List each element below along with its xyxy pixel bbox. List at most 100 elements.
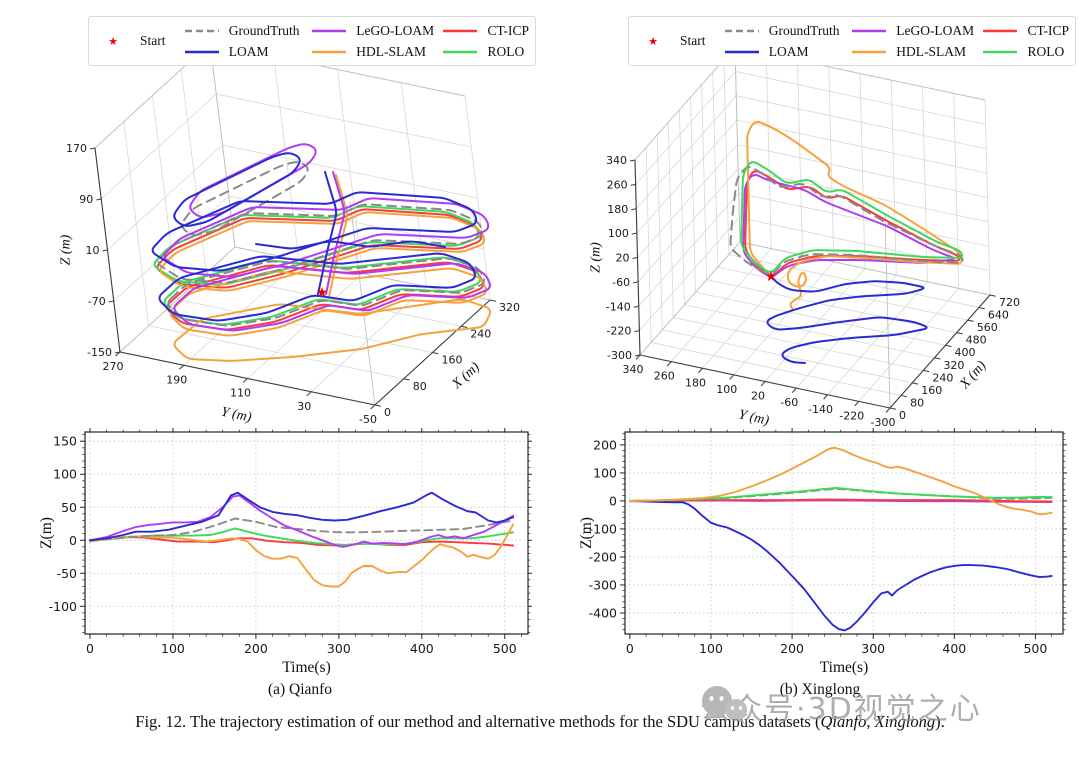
legend-item-ct-icp: CT-ICP (442, 20, 529, 41)
trajectory-hdl-slam (169, 267, 487, 337)
svg-text:-100: -100 (589, 521, 617, 536)
legend-item-start: ★ Start (95, 31, 184, 52)
legend-line-swatch (851, 49, 887, 55)
trajectory-loam (151, 191, 478, 272)
legend-item-loam: LOAM (184, 41, 311, 62)
svg-text:30: 30 (297, 400, 311, 413)
trajectory-loam (317, 171, 338, 295)
caption-prefix: Fig. 12. The trajectory estimation of ou… (135, 712, 821, 731)
svg-text:400: 400 (942, 641, 966, 656)
figure-caption: Fig. 12. The trajectory estimation of ou… (0, 712, 1080, 732)
svg-text:Z (m): Z (m) (589, 242, 604, 273)
svg-text:0: 0 (899, 409, 906, 422)
svg-text:80: 80 (413, 380, 427, 393)
start-star-icon: ★ (648, 35, 658, 48)
svg-text:270: 270 (103, 360, 124, 373)
legend-col-start: ★ Start (635, 31, 724, 52)
svg-text:110: 110 (230, 387, 251, 400)
svg-text:100: 100 (53, 467, 77, 482)
svg-text:400: 400 (410, 641, 434, 656)
svg-text:-150: -150 (87, 346, 112, 359)
svg-text:-70: -70 (88, 295, 106, 308)
svg-text:-300: -300 (589, 577, 617, 592)
legend-label-groundtruth: GroundTruth (768, 22, 840, 38)
svg-text:560: 560 (977, 321, 998, 334)
trajectory-loam (158, 252, 476, 322)
svg-text:0: 0 (384, 406, 391, 419)
legend-item-rolo: ROLO (982, 41, 1069, 62)
trajectory-lego-loam (163, 197, 490, 278)
svg-text:160: 160 (442, 354, 463, 367)
series-hdl-slam (89, 523, 515, 588)
svg-text:100: 100 (699, 641, 723, 656)
svg-text:200: 200 (244, 641, 268, 656)
legend-label-start: Start (680, 33, 706, 48)
legend-col-start: ★ Start (95, 31, 184, 52)
svg-text:240: 240 (470, 327, 491, 340)
svg-text:20: 20 (616, 252, 630, 265)
svg-text:50: 50 (61, 500, 77, 515)
series-ct-icp (628, 498, 1053, 503)
svg-text:500: 500 (493, 641, 517, 656)
legend-col-2: CT-ICP ROLO (982, 20, 1069, 62)
svg-text:0: 0 (626, 641, 634, 656)
svg-text:180: 180 (685, 376, 706, 389)
legend-label-start: Start (140, 33, 166, 48)
svg-text:0: 0 (609, 493, 617, 508)
caption-dataset-xinglong: Xinglong (874, 712, 936, 731)
legend-line-swatch (311, 28, 347, 34)
legend-label-rolo: ROLO (1027, 43, 1065, 59)
svg-text:-100: -100 (49, 599, 77, 614)
trajectory-groundtruth (167, 257, 485, 327)
svg-text:340: 340 (606, 154, 627, 167)
legend-label-ct-icp: CT-ICP (1027, 22, 1069, 38)
svg-text:160: 160 (921, 384, 942, 397)
svg-text:300: 300 (327, 641, 351, 656)
series-ct-icp (89, 536, 515, 547)
legend-col-2: CT-ICP ROLO (442, 20, 529, 62)
subcaption-b: (b) Xinglong (779, 681, 861, 698)
svg-text:260: 260 (607, 178, 628, 191)
svg-text:-400: -400 (589, 605, 617, 620)
svg-text:100: 100 (608, 227, 629, 240)
legend-line-swatch (442, 49, 478, 55)
legend-label-rolo: ROLO (487, 43, 525, 59)
start-marker: ★ (316, 286, 329, 301)
svg-text:-60: -60 (612, 276, 630, 289)
legend-item-groundtruth: GroundTruth (724, 20, 851, 41)
svg-text:20: 20 (751, 390, 765, 403)
caption-separator: , (866, 712, 875, 731)
legend-item-rolo: ROLO (442, 41, 529, 62)
trajectory-groundtruth (729, 166, 964, 275)
legend-item-hdl-slam: HDL-SLAM (851, 41, 982, 62)
series-loam (89, 491, 515, 542)
svg-text:80: 80 (910, 396, 924, 409)
svg-text:320: 320 (499, 301, 520, 314)
legend-line-swatch (724, 49, 760, 55)
legend-xinglong: ★ Start GroundTruth LOAM LeGO-LOAM HDL-SLAM CT… (628, 16, 1076, 66)
legend-item-ct-icp: CT-ICP (982, 20, 1069, 41)
trajectory-lego-loam (742, 174, 955, 277)
series-hdl-slam (628, 446, 1053, 516)
legend-line-swatch (311, 49, 347, 55)
svg-text:Z (m): Z (m) (59, 234, 74, 265)
z-time-plot-xinglong: 0 100 200 300 400 500 200 100 0 -100 -200 -300 -400 Z… (578, 428, 1067, 676)
start-star-icon: ★ (108, 35, 118, 48)
caption-dataset-qianfo: Qianfo (820, 712, 867, 731)
z-time-plot-qianfo: 0 100 200 300 400 500150100500-50-100Z(m)Time… (38, 428, 532, 676)
legend-line-swatch (982, 28, 1018, 34)
svg-text:-220: -220 (839, 409, 864, 422)
svg-text:200: 200 (780, 641, 804, 656)
legend-label-hdl-slam: HDL-SLAM (896, 43, 966, 59)
trajectory-loam (766, 275, 928, 364)
svg-text:10: 10 (86, 244, 100, 257)
svg-text:150: 150 (53, 434, 77, 449)
svg-text:Z(m): Z(m) (38, 517, 55, 549)
svg-text:-50: -50 (359, 413, 377, 426)
legend-line-swatch (442, 28, 478, 34)
svg-text:300: 300 (861, 641, 885, 656)
svg-text:Y (m): Y (m) (220, 405, 253, 426)
legend-label-ct-icp: CT-ICP (487, 22, 529, 38)
